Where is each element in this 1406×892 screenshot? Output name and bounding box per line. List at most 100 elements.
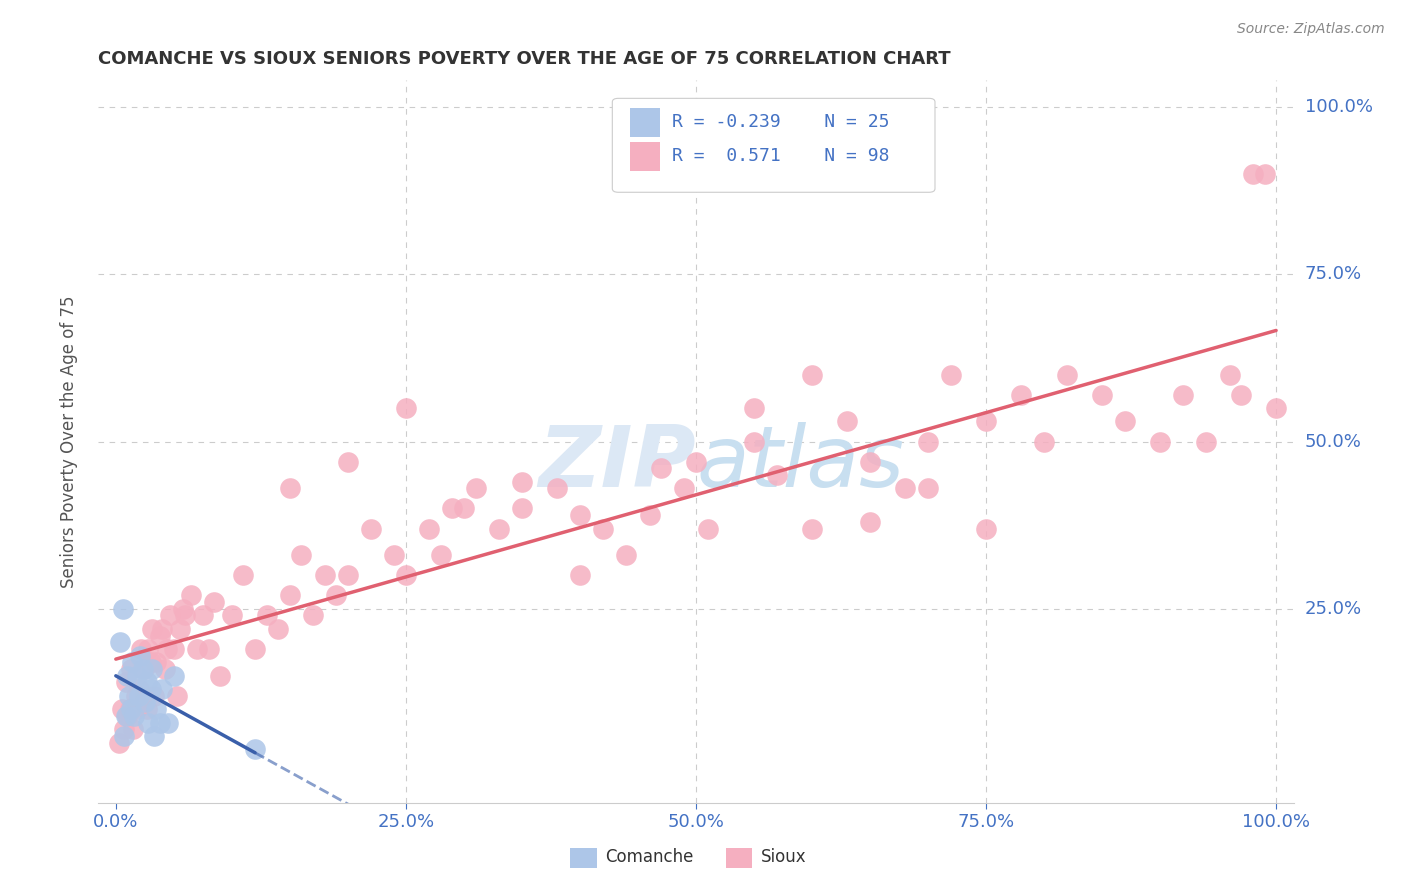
Point xyxy=(673,482,696,496)
Point xyxy=(150,681,173,696)
Point xyxy=(382,548,405,563)
Point xyxy=(510,501,533,516)
Point xyxy=(894,482,917,496)
Text: 25.0%: 25.0% xyxy=(1305,599,1362,618)
Point xyxy=(145,702,167,716)
Point xyxy=(464,482,486,496)
Point xyxy=(1033,434,1056,449)
Point xyxy=(209,669,232,683)
Point xyxy=(243,742,266,756)
Point xyxy=(917,482,939,496)
Point xyxy=(141,662,163,676)
Point xyxy=(546,482,568,496)
Point xyxy=(118,702,141,716)
Point xyxy=(128,681,150,696)
Point xyxy=(124,689,146,703)
Point xyxy=(568,568,591,582)
Point xyxy=(453,501,475,516)
Point xyxy=(696,521,718,535)
Text: 100.0%: 100.0% xyxy=(1305,98,1372,116)
Point xyxy=(429,548,451,563)
Point xyxy=(290,548,312,563)
Point xyxy=(149,629,172,643)
Point xyxy=(120,702,142,716)
Point xyxy=(1265,401,1288,416)
Text: 75.0%: 75.0% xyxy=(1305,265,1362,284)
Point xyxy=(510,475,533,489)
FancyBboxPatch shape xyxy=(630,108,661,136)
Point xyxy=(169,622,191,636)
Point xyxy=(129,648,152,663)
Text: Comanche: Comanche xyxy=(605,848,693,866)
Point xyxy=(336,455,359,469)
Point xyxy=(267,622,290,636)
Point xyxy=(149,715,172,730)
Point xyxy=(395,401,418,416)
Point xyxy=(191,608,214,623)
FancyBboxPatch shape xyxy=(630,142,661,170)
Point xyxy=(131,662,153,676)
Point xyxy=(1149,434,1171,449)
Point xyxy=(136,675,159,690)
Text: Sioux: Sioux xyxy=(761,848,806,866)
Point xyxy=(1056,368,1078,382)
Point xyxy=(360,521,382,535)
Point xyxy=(111,602,134,616)
Y-axis label: Seniors Poverty Over the Age of 75: Seniors Poverty Over the Age of 75 xyxy=(59,295,77,588)
Point xyxy=(742,401,765,416)
Point xyxy=(742,434,765,449)
Point xyxy=(125,669,148,683)
Point xyxy=(1219,368,1241,382)
Point xyxy=(1241,167,1264,181)
Point xyxy=(134,689,156,703)
Point xyxy=(166,689,188,703)
Point xyxy=(1091,387,1114,401)
Point xyxy=(1114,414,1136,429)
Point xyxy=(650,461,672,475)
Point xyxy=(159,608,181,623)
FancyBboxPatch shape xyxy=(725,847,752,868)
Text: ZIP: ZIP xyxy=(538,422,696,505)
Point xyxy=(117,708,139,723)
Point xyxy=(638,508,661,523)
Point xyxy=(112,729,135,743)
Point xyxy=(1230,387,1253,401)
Point xyxy=(1173,387,1195,401)
Text: R =  0.571    N = 98: R = 0.571 N = 98 xyxy=(672,147,890,165)
Point xyxy=(143,689,166,703)
Point xyxy=(278,482,301,496)
Point xyxy=(136,642,159,657)
Point xyxy=(801,521,824,535)
Point xyxy=(232,568,254,582)
Point xyxy=(157,715,180,730)
Point xyxy=(153,662,176,676)
Point xyxy=(243,642,266,657)
Point xyxy=(124,708,146,723)
Point xyxy=(614,548,637,563)
Point xyxy=(592,521,614,535)
Point xyxy=(139,655,162,669)
Point xyxy=(766,467,789,482)
Text: atlas: atlas xyxy=(696,422,904,505)
Point xyxy=(156,642,179,657)
Point xyxy=(302,608,325,623)
Point xyxy=(801,368,824,382)
Point xyxy=(180,589,202,603)
Point xyxy=(974,414,997,429)
Point xyxy=(120,662,142,676)
Text: COMANCHE VS SIOUX SENIORS POVERTY OVER THE AGE OF 75 CORRELATION CHART: COMANCHE VS SIOUX SENIORS POVERTY OVER T… xyxy=(98,50,950,68)
Point xyxy=(204,595,226,609)
Point xyxy=(110,635,132,649)
Text: R = -0.239    N = 25: R = -0.239 N = 25 xyxy=(672,113,890,131)
Point xyxy=(859,455,882,469)
Point xyxy=(395,568,418,582)
Point xyxy=(112,723,135,737)
Point xyxy=(685,455,707,469)
Point xyxy=(163,669,186,683)
Point xyxy=(974,521,997,535)
Point xyxy=(125,702,148,716)
Point xyxy=(172,602,194,616)
Point xyxy=(1195,434,1218,449)
Point xyxy=(108,735,131,749)
Point xyxy=(163,642,186,657)
